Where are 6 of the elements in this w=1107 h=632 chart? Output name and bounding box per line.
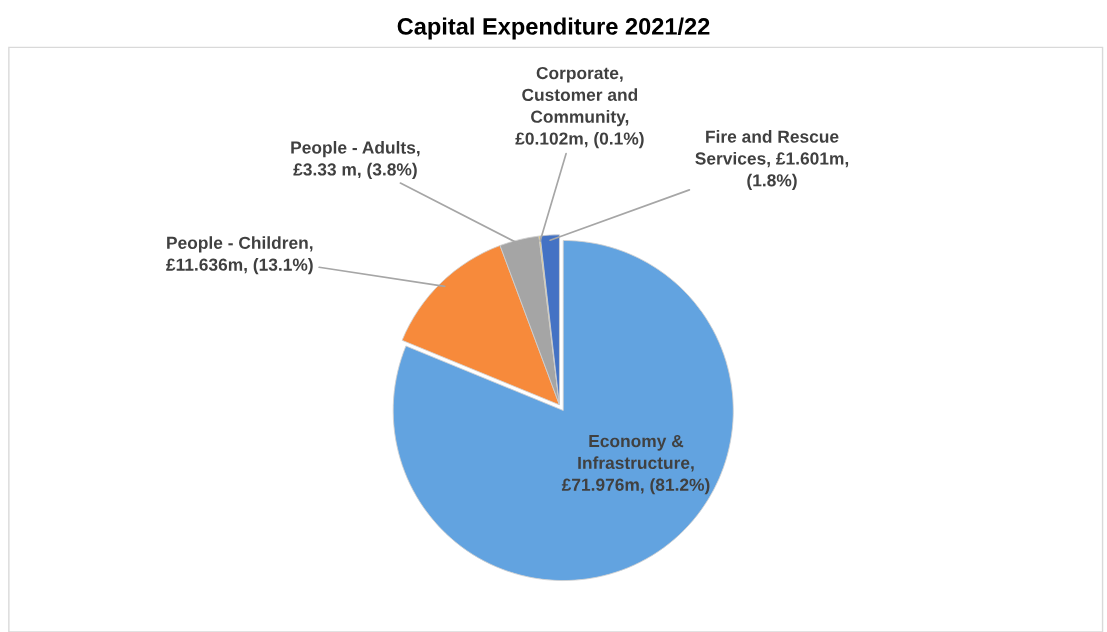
chart-title: Capital Expenditure 2021/22 [397,17,710,40]
slice-label: Corporate, Customer and Community, £0.102m, (0.1%) [515,66,644,149]
slice-label: Fire and Rescue Services, £1.601m, (1.8%) [695,130,849,190]
slice-label: People - Children, £11.636m, (13.1%) [166,236,313,275]
slice-label: Economy & Infrastructure, £71.976m, (81.2%) [561,435,710,495]
slice-label: People - Adults, £3.33 m, (3.8%) [291,140,420,180]
